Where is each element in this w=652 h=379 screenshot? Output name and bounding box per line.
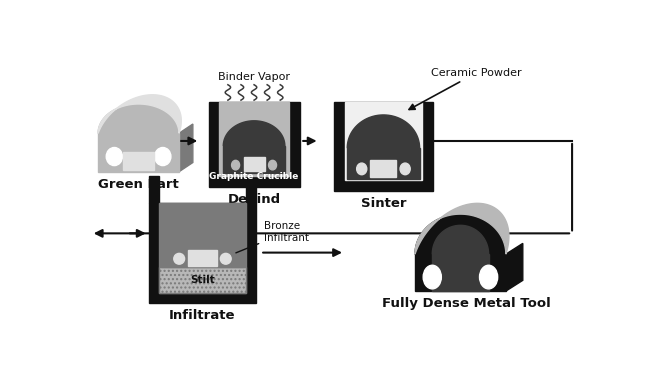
Text: Green Part: Green Part [98, 178, 179, 191]
Text: Graphite Crucible: Graphite Crucible [209, 172, 299, 181]
Ellipse shape [400, 163, 410, 175]
Polygon shape [334, 102, 433, 191]
Ellipse shape [174, 254, 185, 264]
Polygon shape [98, 104, 179, 133]
Ellipse shape [269, 160, 276, 170]
Text: Debind: Debind [228, 193, 280, 206]
Polygon shape [149, 175, 158, 202]
Polygon shape [149, 202, 256, 303]
Ellipse shape [155, 147, 171, 166]
Polygon shape [223, 146, 285, 173]
Text: Bronze
Infiltrant: Bronze Infiltrant [236, 221, 309, 253]
Polygon shape [345, 102, 422, 180]
Ellipse shape [106, 147, 123, 166]
Polygon shape [161, 215, 244, 240]
Text: Infiltrate: Infiltrate [170, 309, 236, 322]
Polygon shape [179, 124, 193, 172]
Polygon shape [123, 152, 154, 170]
Polygon shape [209, 102, 299, 187]
Polygon shape [432, 226, 488, 254]
Text: Binder Vapor: Binder Vapor [218, 72, 290, 81]
Polygon shape [415, 254, 506, 291]
Polygon shape [348, 115, 420, 148]
Ellipse shape [220, 254, 231, 264]
Ellipse shape [231, 160, 239, 170]
Text: Ceramic Powder: Ceramic Powder [409, 68, 522, 110]
Polygon shape [98, 133, 179, 172]
Text: Stilt: Stilt [190, 275, 215, 285]
Polygon shape [98, 95, 181, 133]
Polygon shape [188, 250, 218, 266]
Ellipse shape [357, 163, 367, 175]
Polygon shape [158, 202, 246, 293]
Polygon shape [370, 160, 396, 177]
Ellipse shape [479, 265, 497, 289]
Polygon shape [223, 121, 285, 146]
Polygon shape [246, 175, 256, 202]
Polygon shape [348, 148, 420, 179]
Text: Sinter: Sinter [361, 197, 406, 210]
Polygon shape [415, 204, 509, 254]
Ellipse shape [423, 265, 441, 289]
Polygon shape [415, 214, 506, 254]
Polygon shape [432, 254, 488, 291]
Polygon shape [506, 243, 523, 291]
Polygon shape [244, 157, 265, 171]
Text: Fully Dense Metal Tool: Fully Dense Metal Tool [382, 297, 551, 310]
Polygon shape [220, 102, 289, 176]
Polygon shape [158, 268, 246, 293]
Polygon shape [161, 240, 244, 268]
